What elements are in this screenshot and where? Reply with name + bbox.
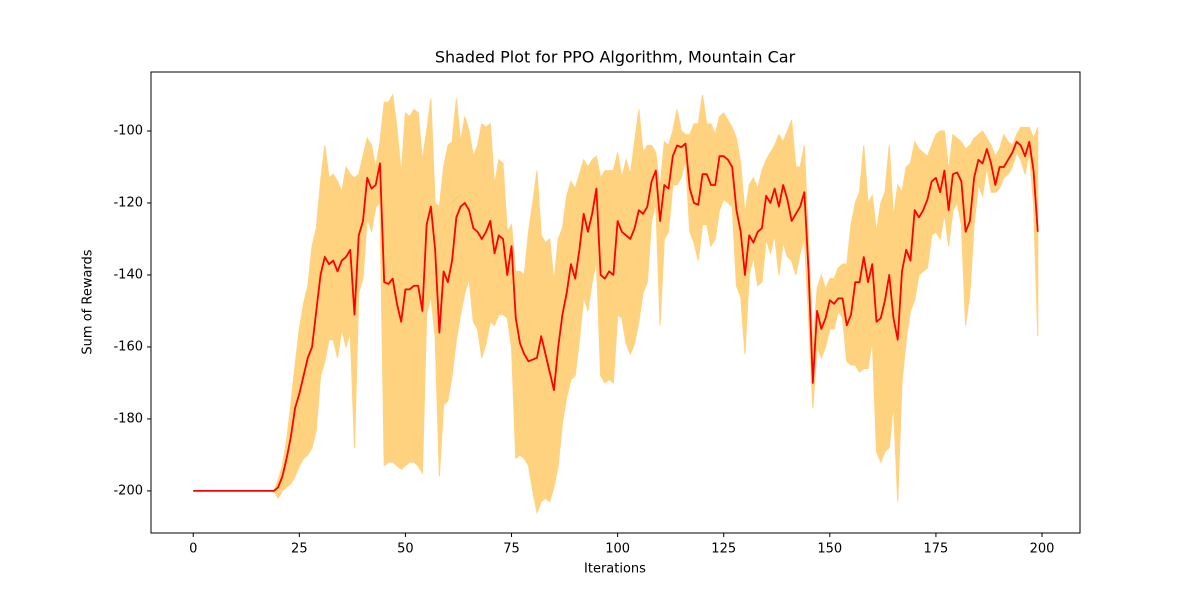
line: [193, 140, 1039, 492]
x-tick-label: 0: [189, 542, 197, 557]
y-tick-label: -100: [113, 124, 143, 139]
x-tick-label: 25: [291, 542, 308, 557]
x-tick-label: 100: [605, 542, 630, 557]
x-tick-label: 150: [817, 542, 842, 557]
y-tick-label: -200: [113, 483, 143, 498]
plot-area: [193, 93, 1039, 515]
x-tick-label: 125: [711, 542, 736, 557]
x-axis-label: Iterations: [584, 562, 646, 577]
y-tick-label: -140: [113, 267, 143, 282]
x-tick-label: 200: [1030, 542, 1055, 557]
x-tick-label: 50: [397, 542, 414, 557]
x-tick-label: 175: [924, 542, 949, 557]
chart-title: Shaded Plot for PPO Algorithm, Mountain …: [435, 48, 796, 67]
y-axis-label: Sum of Rewards: [81, 249, 96, 354]
axes-frame: [150, 71, 1081, 534]
y-tick-label: -160: [113, 339, 143, 354]
x-tick-label: 75: [503, 542, 520, 557]
y-tick-label: -180: [113, 411, 143, 426]
y-tick-label: -120: [113, 195, 143, 210]
